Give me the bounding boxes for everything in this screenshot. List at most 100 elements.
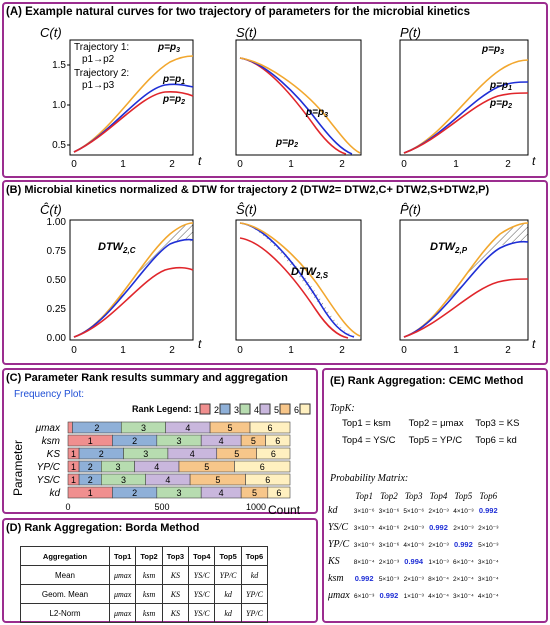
borda-rank-cell: YS/C [188,603,216,623]
borda-row: Mean μmax ksm KS YS/C YP/C kd [20,565,269,585]
prob-row-label: ksm [328,573,344,584]
borda-rank-cell: YP/C [214,565,242,585]
prob-cell: 3×10⁻⁶ [378,507,400,515]
svg-text:t: t [198,154,202,168]
rank-segment-label: 3 [143,449,148,459]
panel-a-plots: 0.5 1.0 1.5 0 1 2 t C(t) Trajectory 1: p… [40,25,536,170]
svg-text:0: 0 [71,345,77,356]
dtw-s-label: DTW2,S [291,266,329,280]
svg-text:1: 1 [288,159,294,170]
prob-cell: 0.992 [429,523,448,532]
borda-method-cell: Geom. Mean [20,584,110,604]
topk-grid: Top1 = ksm Top2 = μmax Top3 = KS Top4 = YS/… [342,418,542,446]
borda-rank-cell: kd [214,603,242,623]
topk-entry: Top5 = YP/C [408,435,463,446]
prob-cell: 4×10⁻⁶ [378,524,400,532]
topk-entry: Top1 = ksm [342,418,391,429]
borda-row: Geom. Mean μmax ksm KS YS/C kd YP/C [20,584,269,604]
x-axis-label: Count [268,503,301,517]
ylabel-p-norm: P̂(t) [400,202,421,217]
prob-cell: 3×10⁻⁶ [378,541,400,549]
borda-method-cell: L2-Norm [20,603,110,623]
prob-cell: 6×10⁻³ [354,592,375,600]
prob-cell: 0.992 [354,574,374,583]
prob-cell: 2×10⁻³ [428,507,449,515]
prob-cell: 0.992 [453,540,473,549]
plot-s: 0 1 2 S(t) p=p3 p=p2 [235,25,362,170]
prob-cell: 2×10⁻⁴ [452,575,474,583]
rank-segment [249,421,291,434]
rank-segment-label: 1 [88,436,93,446]
borda-rank-cell: ksm [135,584,163,604]
prob-row-label: kd [328,505,338,516]
prob-cell: 3×10⁻⁴ [452,592,474,600]
rank-segment-label: 3 [176,488,181,498]
dtw-c-label: DTW2,C [98,241,136,255]
parameter-row-label: KS [47,449,61,460]
svg-text:0.25: 0.25 [47,304,67,315]
svg-text:p=p3: p=p3 [481,44,504,56]
svg-text:0: 0 [401,345,407,356]
topk-label: TopK: [330,403,355,414]
borda-rank-cell: ksm [135,603,163,623]
svg-text:2: 2 [505,159,511,170]
rank-segment [245,473,291,486]
svg-text:0.5: 0.5 [52,140,66,151]
plot-p-norm: 0 1 2 t P̂(t) DTW2,P [399,202,536,356]
rank-legend-number: 2 [214,405,219,415]
ylabel-c-norm: Ĉ(t) [40,202,62,217]
rank-segment-label: 5 [251,436,256,446]
prob-matrix-label: Probability Matrix: [330,473,409,484]
borda-rank-cell: μmax [108,603,137,623]
prob-header: Top3 [404,491,423,501]
svg-text:0.50: 0.50 [47,275,67,286]
rank-segment-label: 4 [219,488,224,498]
prob-cell: 4×10⁻³ [453,507,474,515]
rank-legend-swatch [279,403,291,415]
rank-segment-label: 3 [176,436,181,446]
rank-segment-label: 5 [204,462,209,472]
borda-header: Aggregation [20,546,110,566]
prob-cell: 8×10⁻⁴ [353,558,375,566]
svg-text:2: 2 [505,345,511,356]
borda-header-row: Aggregation Top1 Top2 Top3 Top4 Top5 Top… [20,546,269,566]
rank-segment-label: 6 [276,488,281,498]
ylabel-s-norm: Ŝ(t) [236,202,257,217]
parameter-row-label: μmax [35,423,61,434]
legend-traj2-path: p1→p3 [82,80,115,91]
prob-cell: 8×10⁻⁴ [428,575,449,583]
borda-rank-cell: YP/C [240,603,269,623]
rank-segment-label: 1 [71,475,76,485]
borda-rank-cell: μmax [108,565,137,585]
prob-cell: 6×10⁻⁴ [452,558,474,566]
prob-header: Top1 [355,491,373,501]
rank-legend: 1 2 3 4 5 6 [194,403,311,415]
rank-segment-label: 4 [219,436,224,446]
rank-segment-label: 5 [252,488,257,498]
rank-segment-label: 4 [190,449,195,459]
prob-matrix: Top1 Top2 Top3 Top4 Top5 Top6 kd 3×10⁻⁶ 3×10⁻⁶ 5×… [326,490,546,604]
svg-text:0: 0 [65,502,70,512]
borda-rank-cell: kd [214,584,242,604]
rank-segment-label: 5 [234,449,239,459]
svg-text:500: 500 [154,502,169,512]
borda-rank-cell: KS [161,584,190,604]
borda-rank-cell: μmax [108,584,137,604]
ylabel-c: C(t) [40,25,62,40]
prob-cell: 3×10⁻⁶ [353,507,375,515]
rank-segment-label: 5 [228,423,233,433]
prob-cell: 0.994 [404,557,424,566]
svg-text:p=p1: p=p1 [162,74,185,86]
svg-text:p=p2: p=p2 [162,94,185,106]
svg-text:1: 1 [120,345,126,356]
rank-legend-swatch [199,403,211,415]
plot-s-norm: 0 1 2 Ŝ(t) DTW2,S [235,202,362,356]
svg-text:1.5: 1.5 [52,60,66,71]
rank-segment-label: 6 [271,449,276,459]
prob-cell: 1×10⁻³ [428,558,449,566]
borda-rank-cell: KS [161,565,190,585]
prob-cell: 0.992 [478,506,498,515]
prob-cell: 4×10⁻⁴ [428,592,449,600]
svg-text:0.00: 0.00 [47,333,67,344]
